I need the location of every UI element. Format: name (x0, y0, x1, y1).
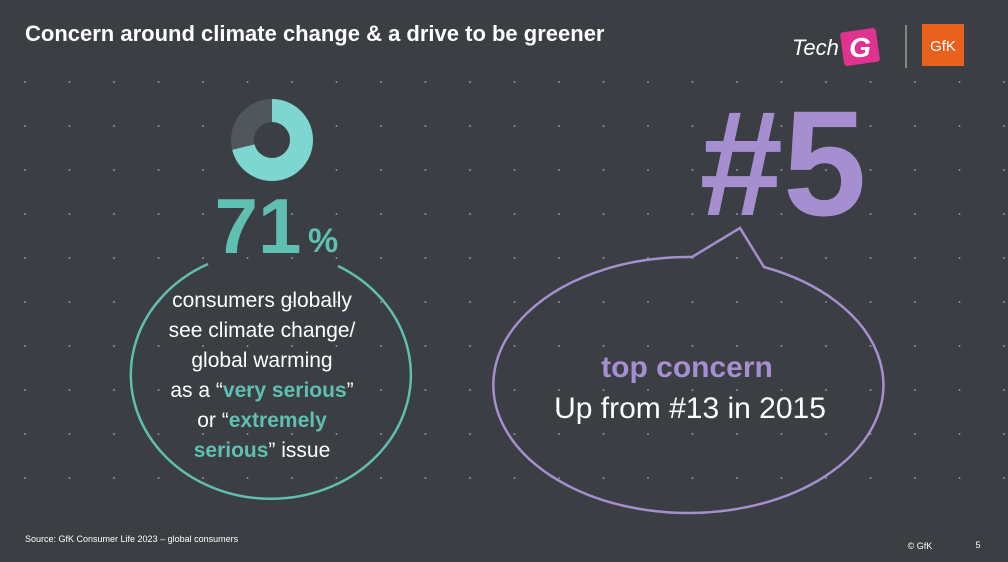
highlight: serious (194, 439, 269, 462)
slide-title: Concern around climate change & a drive … (25, 21, 605, 46)
logo-gfk-box (922, 24, 964, 66)
line-segment: see climate change/ (169, 319, 356, 342)
stat-line: serious” issue (194, 439, 331, 462)
stat-text: consumers globally see climate change/glo… (169, 289, 356, 462)
line-segment: ” issue (268, 439, 330, 462)
logo-g-box (840, 28, 880, 66)
line-segment: ” (347, 379, 354, 402)
line-segment: consumers globally (172, 289, 352, 312)
highlight: very serious (223, 379, 347, 402)
source-note: Source: GfK Consumer Life 2023 – global … (25, 534, 239, 544)
rank-number: #5 (700, 79, 867, 247)
line-segment: as a “ (170, 379, 223, 402)
stat-line: as a “very serious” (170, 379, 353, 402)
rank-detail: Up from #13 in 2015 (554, 392, 826, 425)
stat-line: consumers globally (172, 289, 352, 312)
logo-g: G (849, 32, 871, 63)
rank-label: top concern (601, 351, 773, 384)
donut-value (231, 99, 313, 181)
stat-outline (129, 262, 413, 501)
line-segment: or “ (197, 409, 229, 432)
stat-unit: % (308, 222, 338, 260)
logo-tech: Tech (792, 35, 839, 60)
line-segment: global warming (191, 349, 332, 372)
dot-grid (0, 80, 1008, 520)
stat-line: see climate change/ (169, 319, 356, 342)
page-number: 5 (975, 540, 980, 550)
stat-line: or “extremely (197, 409, 327, 432)
stat-line: global warming (191, 349, 332, 372)
highlight: extremely (229, 409, 327, 432)
speech-bubble (492, 226, 885, 515)
logo-gfk: GfK (930, 38, 956, 55)
copyright: © GfK (908, 541, 933, 551)
stat-value: 71 (215, 182, 302, 270)
